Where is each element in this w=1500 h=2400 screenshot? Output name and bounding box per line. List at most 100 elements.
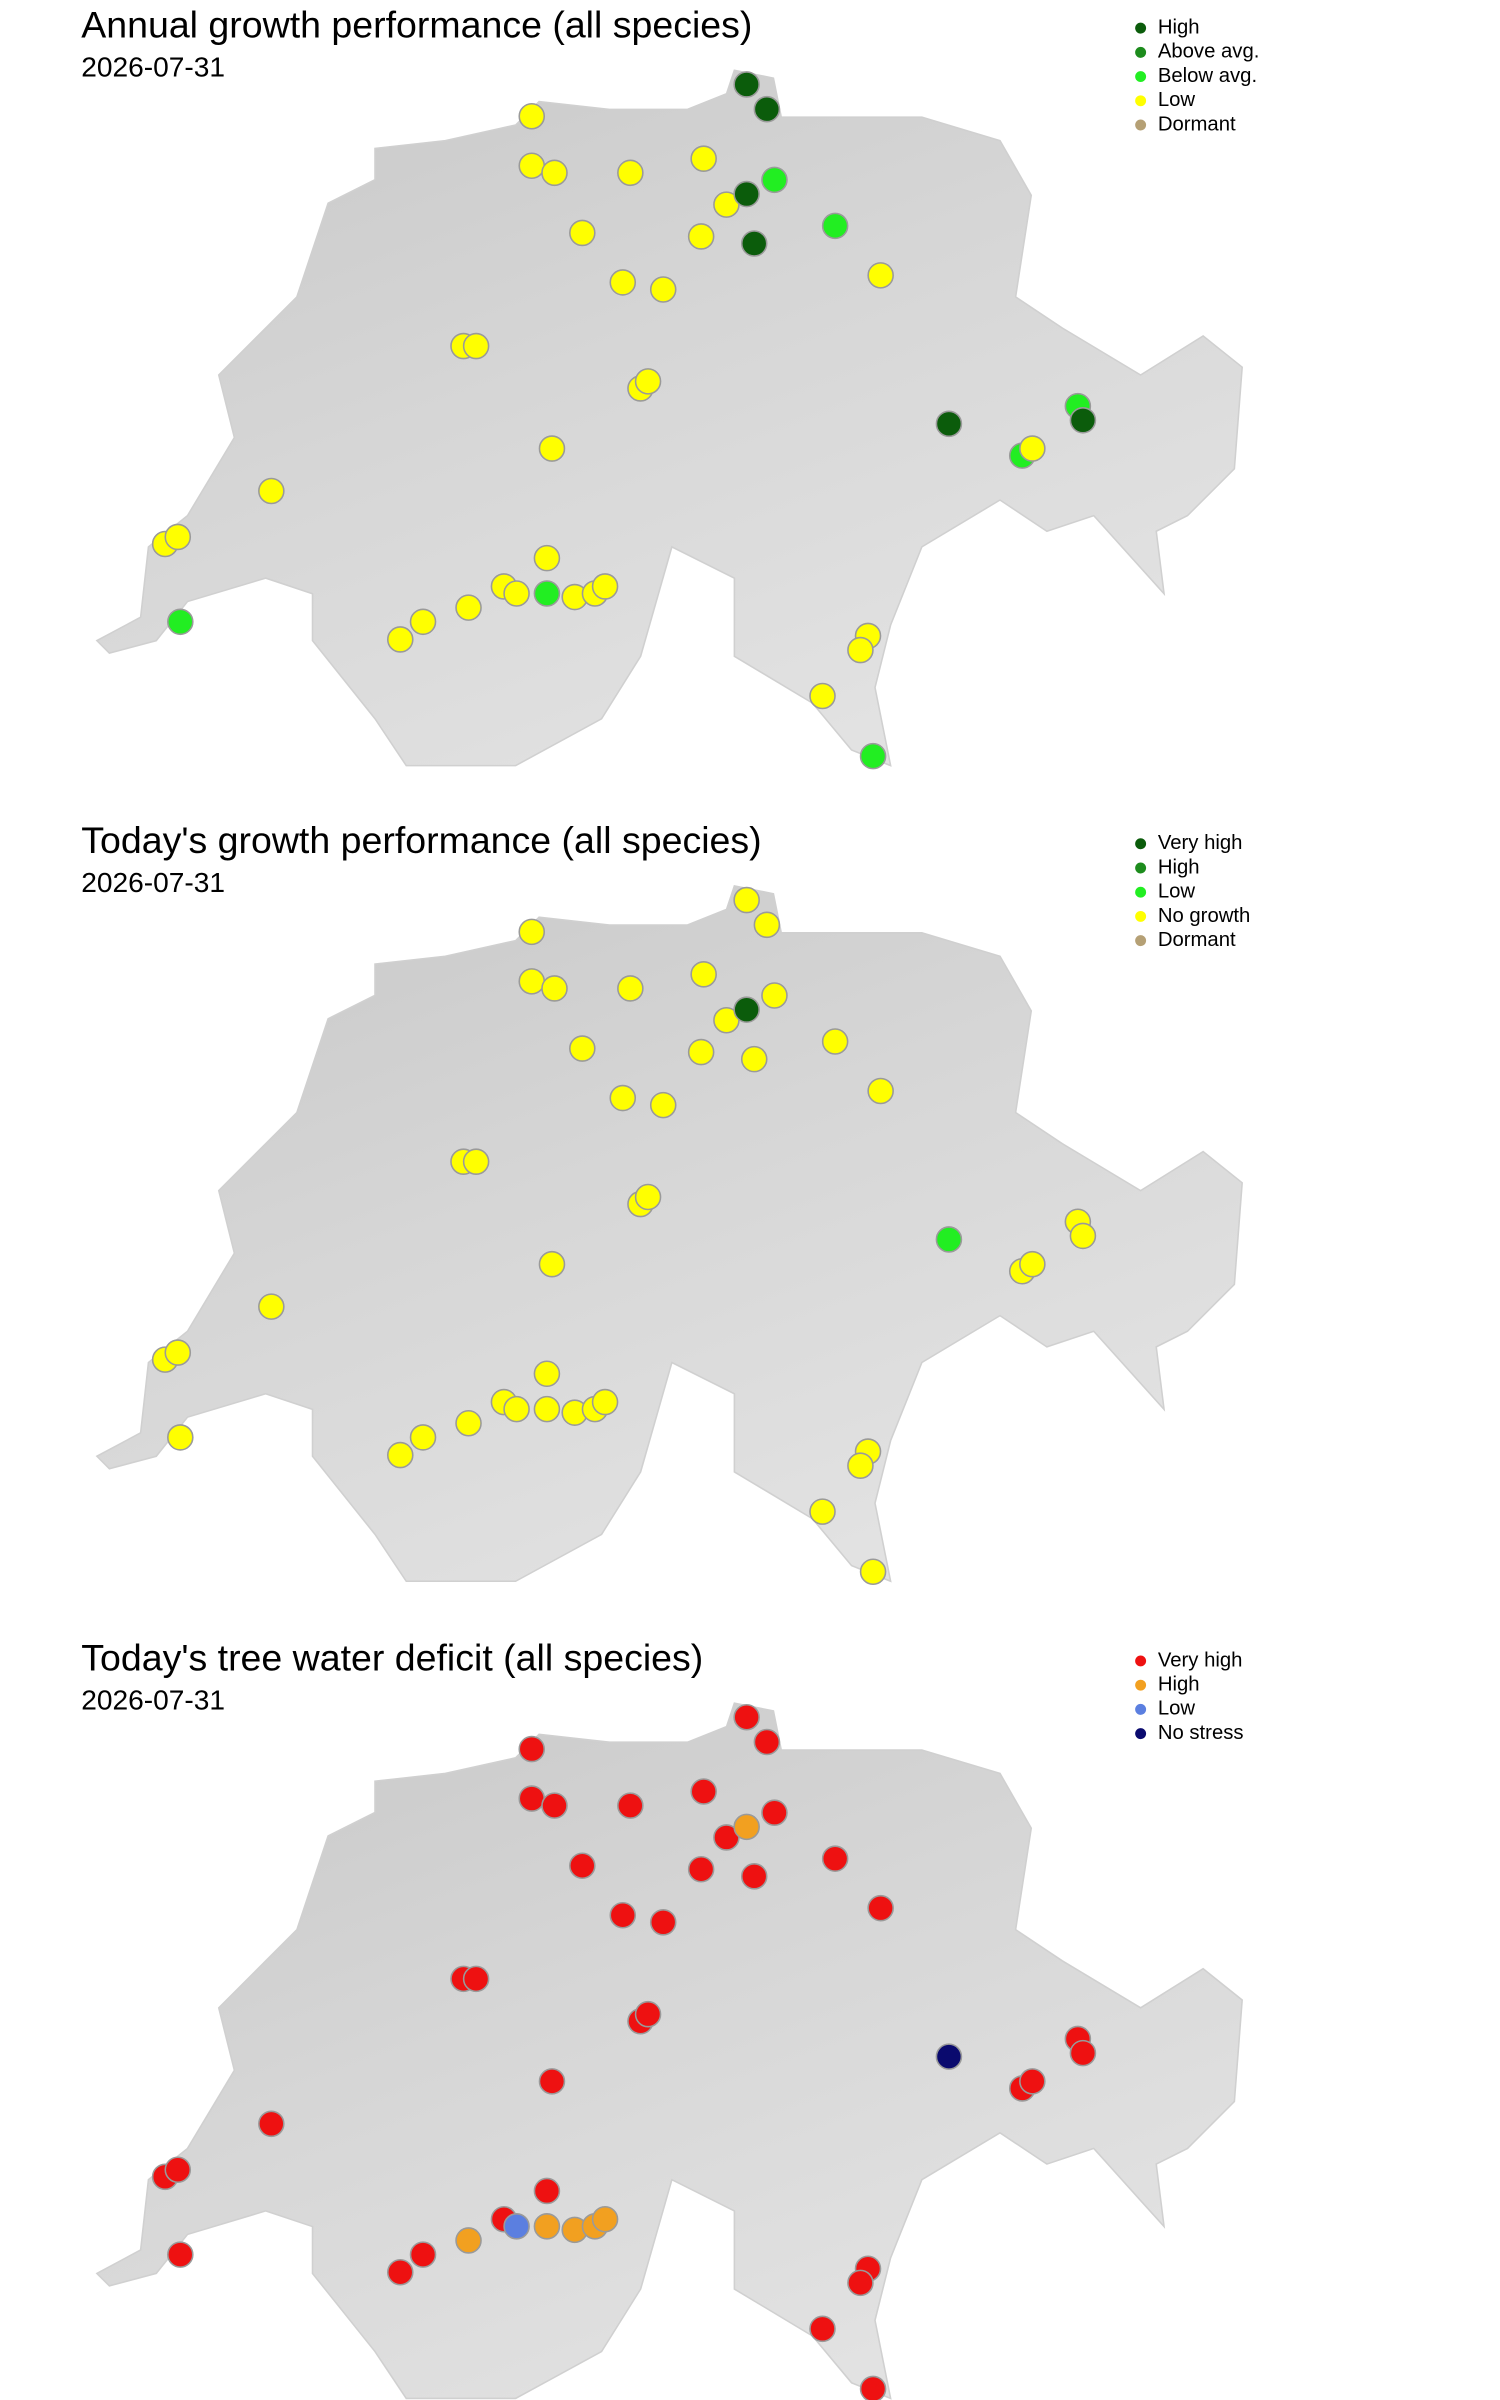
legend-label: Dormant — [1158, 929, 1236, 951]
site-marker — [821, 1845, 849, 1872]
site-marker — [690, 145, 717, 172]
site-marker — [455, 1409, 482, 1437]
map-title: Today's tree water deficit (all species) — [81, 1636, 703, 1678]
site-marker — [761, 1799, 788, 1826]
site-marker — [518, 968, 546, 995]
legend-label: Very high — [1158, 832, 1243, 854]
site-marker — [733, 886, 760, 914]
site-marker — [518, 102, 546, 130]
legend-label: Low — [1158, 89, 1196, 111]
legend-label: High — [1158, 1674, 1200, 1696]
site-marker — [1019, 435, 1046, 462]
site-marker — [753, 911, 781, 939]
site-marker — [761, 982, 788, 1009]
site-marker — [809, 682, 836, 710]
site-marker — [809, 2315, 836, 2343]
site-marker — [386, 1441, 414, 1469]
site-marker — [687, 223, 715, 250]
site-marker — [617, 975, 644, 1002]
legend-label: High — [1158, 16, 1200, 38]
site-marker — [821, 212, 849, 240]
legend-swatch — [1135, 22, 1147, 34]
site-marker — [538, 435, 566, 462]
site-marker — [809, 1498, 836, 1525]
site-marker — [821, 1028, 849, 1055]
site-marker — [503, 1395, 530, 1423]
site-marker — [733, 71, 760, 98]
site-marker — [1069, 2039, 1097, 2067]
site-marker — [634, 368, 662, 395]
site-marker — [591, 2205, 619, 2233]
site-marker — [386, 2258, 414, 2286]
site-marker — [518, 1735, 546, 1763]
map-date: 2026-07-31 — [81, 1684, 225, 1715]
legend-swatch — [1135, 935, 1147, 947]
site-marker — [518, 152, 546, 180]
site-marker — [569, 219, 596, 247]
site-marker — [617, 159, 644, 187]
site-marker — [591, 1388, 619, 1416]
site-marker — [733, 996, 760, 1023]
site-marker — [609, 1901, 637, 1929]
legend-swatch — [1135, 838, 1147, 850]
site-marker — [462, 1965, 490, 1993]
site-marker — [740, 230, 768, 257]
site-marker — [541, 975, 568, 1002]
legend-swatch — [1135, 1655, 1147, 1667]
map-date: 2026-07-31 — [81, 867, 225, 898]
site-marker — [935, 2043, 963, 2070]
site-marker — [859, 1558, 887, 1586]
site-marker — [733, 180, 760, 208]
site-marker — [847, 1452, 874, 1479]
site-marker — [455, 2227, 482, 2254]
site-marker — [867, 1894, 894, 1922]
site-marker — [609, 1084, 637, 1112]
site-marker — [167, 1424, 194, 1451]
site-marker — [1069, 407, 1097, 434]
site-marker — [935, 1226, 963, 1253]
site-marker — [649, 1091, 677, 1119]
legend-label: Below avg. — [1158, 65, 1257, 87]
legend-label: No growth — [1158, 905, 1251, 927]
site-marker — [867, 1077, 894, 1105]
site-marker — [258, 1293, 285, 1320]
site-marker — [538, 1250, 566, 1278]
site-marker — [409, 2241, 437, 2268]
site-marker — [867, 262, 894, 289]
site-marker — [847, 2269, 874, 2297]
site-marker — [847, 636, 874, 664]
site-marker — [569, 1035, 596, 1062]
site-marker — [541, 159, 568, 187]
legend-swatch — [1135, 862, 1147, 874]
site-marker — [164, 1339, 192, 1366]
site-marker — [533, 2177, 561, 2205]
site-marker — [533, 544, 561, 572]
site-marker — [533, 1360, 561, 1388]
site-marker — [569, 1852, 596, 1880]
site-marker — [634, 2000, 662, 2028]
site-marker — [164, 523, 192, 551]
legend-label: Dormant — [1158, 113, 1236, 135]
site-marker — [503, 2213, 530, 2240]
map-title: Annual growth performance (all species) — [81, 4, 752, 46]
legend-swatch — [1135, 95, 1147, 107]
legend-swatch — [1135, 1728, 1147, 1740]
site-marker — [462, 1148, 490, 1175]
site-marker — [258, 477, 285, 505]
legend-label: Above avg. — [1158, 41, 1260, 63]
legend-swatch — [1135, 886, 1147, 898]
site-marker — [538, 2068, 566, 2095]
site-marker — [859, 2375, 887, 2400]
legend-swatch — [1135, 46, 1147, 58]
site-marker — [634, 1183, 662, 1211]
site-marker — [690, 1778, 717, 1805]
site-marker — [533, 1395, 561, 1423]
site-marker — [649, 1909, 677, 1936]
site-marker — [1019, 2068, 1046, 2095]
legend-label: Low — [1158, 1698, 1196, 1720]
site-marker — [753, 95, 781, 123]
site-marker — [518, 918, 546, 946]
site-marker — [761, 166, 788, 194]
legend-swatch — [1135, 910, 1147, 922]
